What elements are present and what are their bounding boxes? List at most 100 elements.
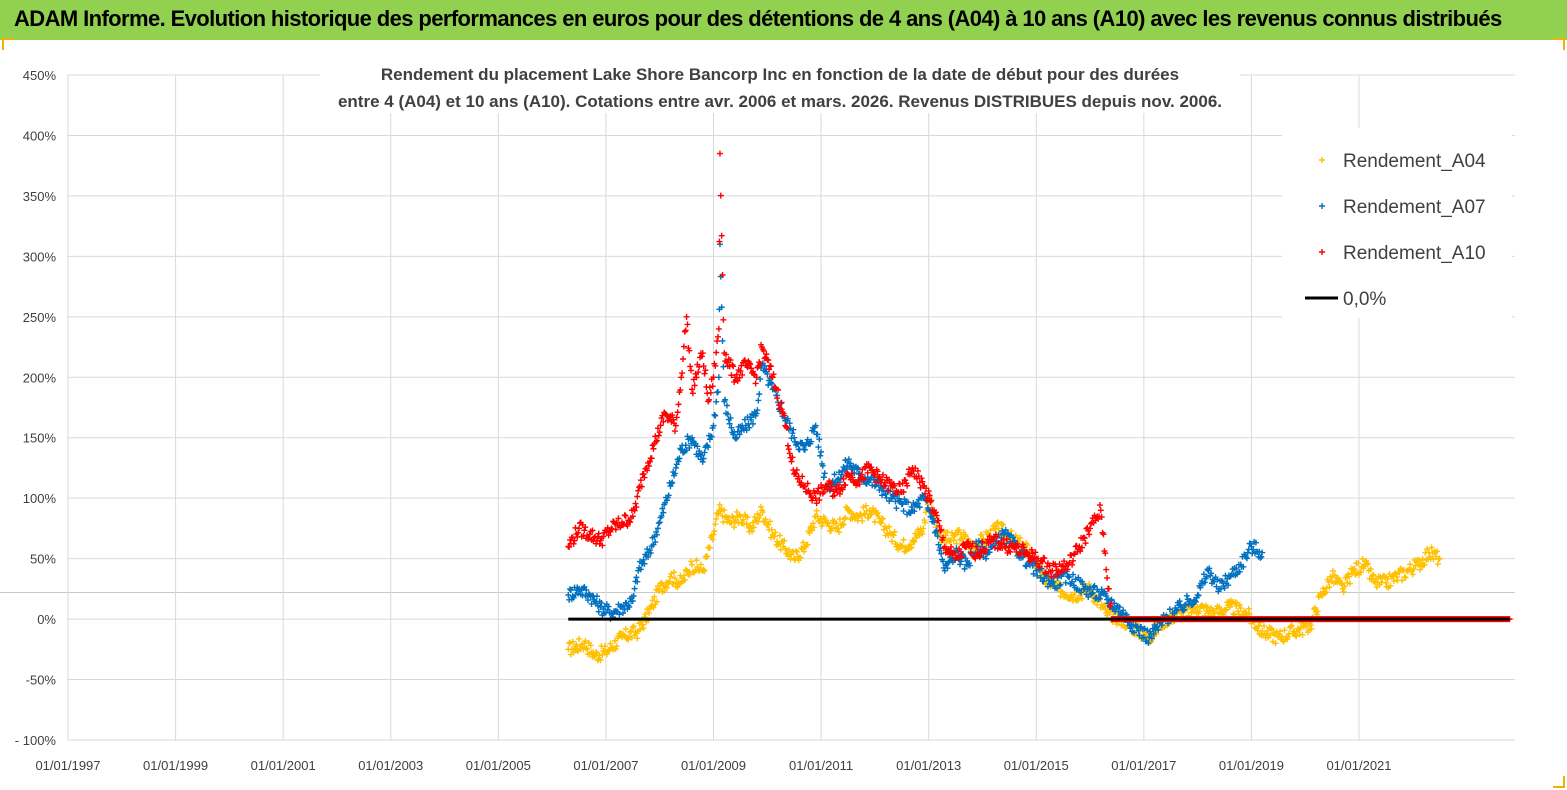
scatter-point [1070, 557, 1077, 564]
scatter-point [819, 462, 826, 469]
scatter-point [650, 604, 657, 611]
scatter-point [1299, 631, 1306, 638]
x-tick-label: 01/01/2015 [1004, 758, 1069, 773]
scatter-point [786, 420, 793, 427]
scatter-point [1320, 585, 1327, 592]
scatter-point [1000, 540, 1007, 547]
scatter-point [740, 516, 747, 523]
scatter-point [749, 420, 756, 427]
scatter-point [1100, 603, 1107, 610]
scatter-point [600, 533, 607, 540]
scatter-point [980, 535, 987, 542]
scatter-point [1148, 635, 1155, 642]
scatter-point [680, 343, 687, 350]
scatter-point [707, 389, 714, 396]
scatter-point [1263, 630, 1270, 637]
scatter-point [801, 548, 808, 555]
scatter-point [741, 357, 748, 364]
scatter-point [924, 495, 931, 502]
scatter-point [1434, 548, 1440, 555]
corner-mark-right [1553, 38, 1565, 50]
scatter-point [764, 356, 771, 363]
scatter-point [1150, 631, 1157, 638]
scatter-point [882, 491, 889, 498]
scatter-point [1174, 606, 1181, 613]
scatter-point [693, 374, 700, 381]
scatter-point [957, 561, 964, 568]
scatter-point [1435, 556, 1442, 563]
scatter-point [828, 524, 835, 531]
data-point [688, 386, 695, 393]
scatter-point [1364, 561, 1371, 568]
scatter-point [732, 435, 739, 442]
scatter-point [705, 444, 712, 451]
y-tick-label: - 100% [15, 733, 57, 748]
scatter-point [827, 527, 834, 534]
scatter-point [799, 473, 806, 480]
scatter-point [883, 494, 890, 501]
scatter-point [756, 391, 763, 398]
scatter-point [624, 522, 631, 529]
scatter-point [821, 470, 828, 477]
x-tick-label: 01/01/1999 [143, 758, 208, 773]
scatter-point [671, 420, 678, 427]
scatter-point [1348, 570, 1355, 577]
scatter-point [911, 508, 918, 515]
scatter-point [783, 423, 790, 430]
scatter-point [967, 550, 974, 557]
scatter-point [1201, 579, 1208, 586]
scatter-point [758, 503, 765, 510]
data-point [645, 610, 652, 617]
scatter-point [578, 641, 585, 648]
scatter-point [1036, 563, 1043, 570]
scatter-point [663, 584, 670, 591]
x-tick-label: 01/01/2003 [358, 758, 423, 773]
scatter-point [1026, 552, 1033, 559]
scatter-point [810, 524, 817, 531]
scatter-point [831, 471, 838, 478]
scatter-point [1103, 592, 1110, 599]
scatter-point [671, 470, 678, 477]
scatter-point [836, 529, 843, 536]
scatter-point [669, 412, 676, 419]
scatter-point [1285, 633, 1292, 640]
scatter-point [1140, 634, 1147, 641]
scatter-point [599, 651, 606, 658]
scatter-point [728, 372, 735, 379]
scatter-point [708, 532, 715, 539]
scatter-point [640, 556, 647, 563]
scatter-point [891, 482, 898, 489]
scatter-point [726, 420, 733, 427]
corner-mark-left [2, 38, 14, 50]
scatter-point [814, 431, 821, 438]
scatter-point [994, 519, 1001, 526]
scatter-point [976, 554, 983, 561]
scatter-point [1002, 526, 1009, 533]
scatter-point [750, 524, 757, 531]
scatter-point [1364, 560, 1371, 567]
y-tick-label: 250% [23, 310, 57, 325]
scatter-point [701, 567, 708, 574]
scatter-point [929, 506, 936, 513]
scatter-point [1098, 514, 1105, 521]
scatter-point [583, 586, 590, 593]
scatter-point [637, 477, 644, 484]
scatter-point [1088, 590, 1095, 597]
scatter-point [858, 471, 865, 478]
scatter-point [827, 479, 834, 486]
scatter-point [956, 545, 963, 552]
scatter-point [652, 539, 659, 546]
scatter-point [1066, 574, 1073, 581]
scatter-point [785, 446, 792, 453]
scatter-point [966, 562, 973, 569]
scatter-point [660, 509, 667, 516]
scatter-point [1075, 596, 1082, 603]
scatter-point [1069, 561, 1076, 568]
scatter-point [951, 549, 958, 556]
scatter-point [656, 429, 663, 436]
scatter-point [1244, 549, 1251, 556]
scatter-point [681, 576, 688, 583]
scatter-point [1096, 595, 1103, 602]
y-tick-label: 450% [23, 68, 57, 83]
scatter-point [567, 587, 574, 594]
